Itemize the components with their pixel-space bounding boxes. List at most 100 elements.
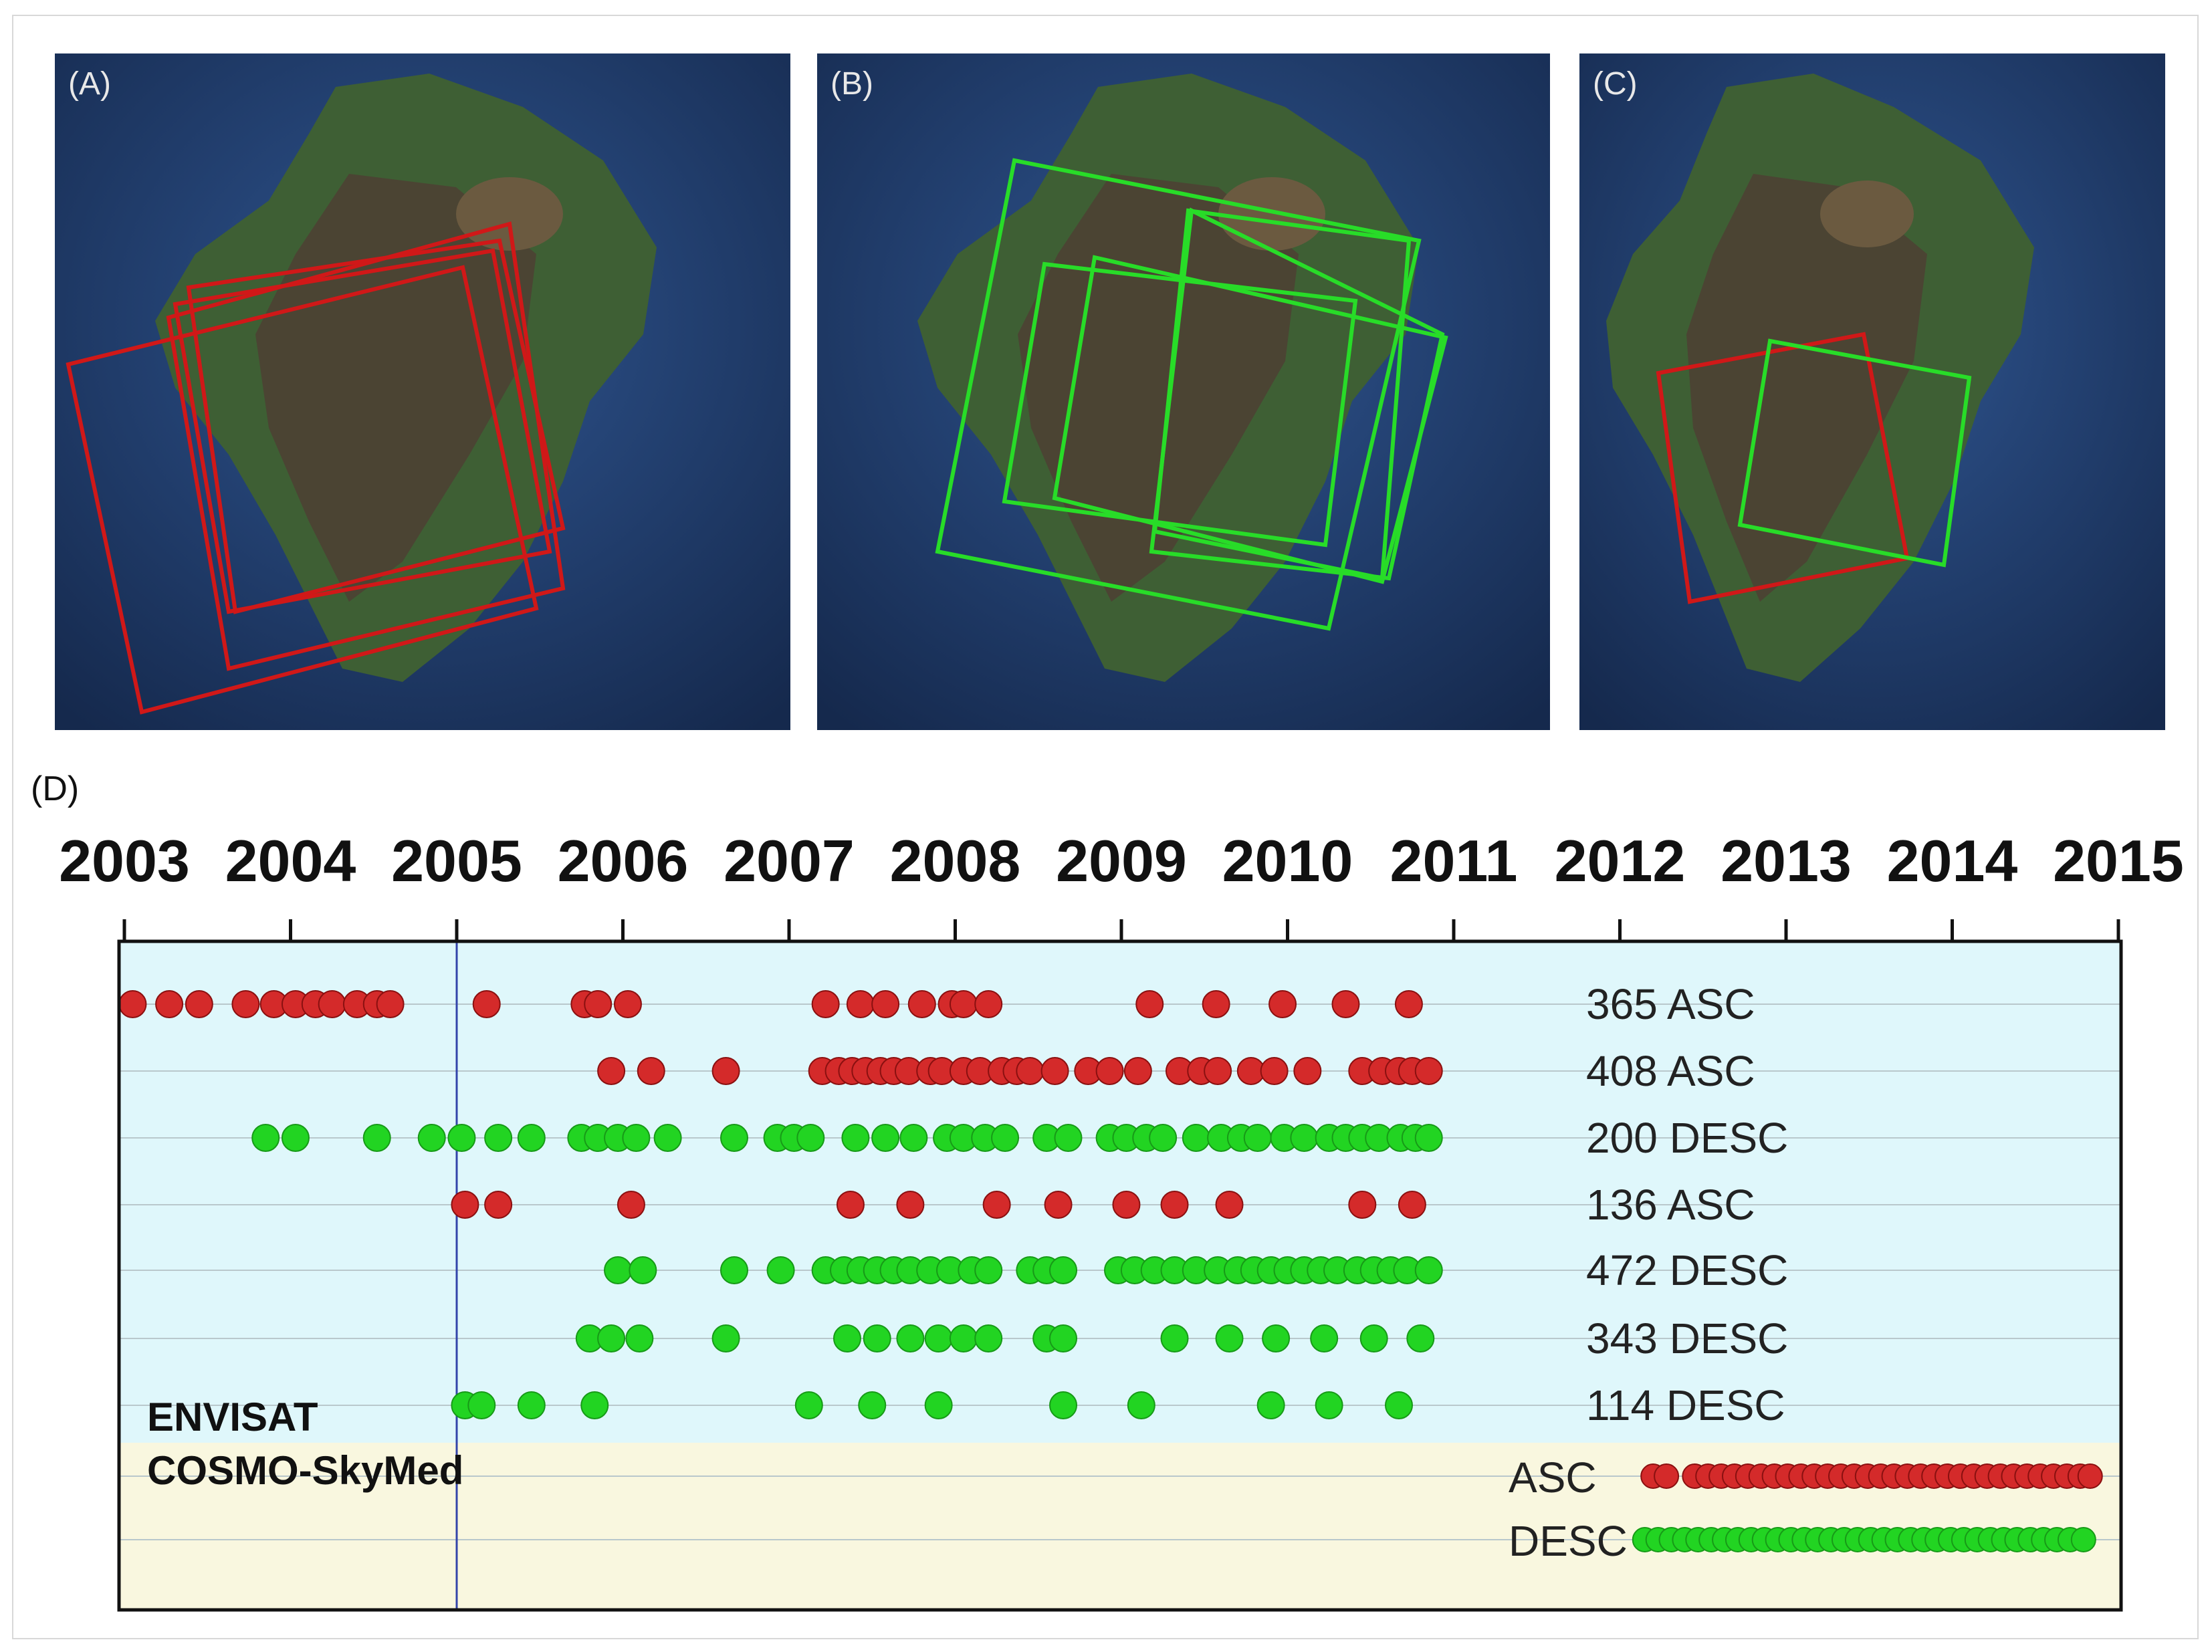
acquisition-point (1215, 1324, 1244, 1352)
acquisition-point (517, 1391, 546, 1419)
acquisition-point (974, 1256, 1003, 1284)
acquisition-point (836, 1191, 865, 1219)
acquisition-point (846, 990, 875, 1018)
acquisition-point (1049, 1256, 1078, 1284)
acquisition-point (924, 1324, 953, 1352)
panel-label-c: (C) (1593, 66, 1638, 102)
acquisition-point (974, 1324, 1003, 1352)
asc-footprints (66, 221, 566, 715)
acquisition-point (711, 1324, 740, 1352)
track-label: 136 ASC (1586, 1181, 1755, 1229)
acquisition-point (318, 990, 346, 1018)
track-label: 200 DESC (1586, 1114, 1788, 1162)
acquisition-point (991, 1124, 1020, 1152)
acquisition-point (1049, 1391, 1078, 1419)
acquisition-point (1160, 1324, 1189, 1352)
acquisition-point (1384, 1391, 1413, 1419)
acquisition-point (1182, 1124, 1210, 1152)
x-tick-label: 2015 (2053, 828, 2184, 894)
acquisition-point (155, 990, 184, 1018)
acquisition-point (1414, 1057, 1443, 1085)
track-label: 343 DESC (1586, 1314, 1788, 1363)
acquisition-point (1127, 1391, 1155, 1419)
island-map-c (1579, 53, 2165, 730)
acquisition-point (1243, 1124, 1272, 1152)
x-tick-label: 2005 (391, 828, 522, 894)
acquisition-point (1414, 1124, 1443, 1152)
x-tick-label: 2006 (558, 828, 689, 894)
satellite-map-panel-c: (C) (1579, 53, 2165, 730)
acquisition-point (1260, 1057, 1289, 1085)
island-map-a (55, 53, 790, 730)
acquisition-point (472, 990, 501, 1018)
volcano-slopes (1018, 174, 1299, 602)
track-label: ASC (1509, 1453, 1597, 1502)
acquisition-point (1654, 1463, 1680, 1489)
x-tick-label: 2003 (59, 828, 190, 894)
acquisition-point (376, 990, 405, 1018)
acquisition-point (118, 990, 147, 1018)
acquisition-point (1398, 1191, 1426, 1219)
acquisition-point (871, 990, 900, 1018)
track-label: 472 DESC (1586, 1246, 1788, 1294)
acquisition-point (517, 1124, 546, 1152)
panel-label-a: (A) (68, 66, 111, 102)
x-tick-label: 2008 (890, 828, 1021, 894)
acquisition-point (597, 1057, 626, 1085)
acquisition-point (251, 1124, 280, 1152)
acquisition-point (1112, 1191, 1141, 1219)
acquisition-point (1359, 1324, 1388, 1352)
acquisition-point (1406, 1324, 1435, 1352)
acquisition-point (2070, 1527, 2096, 1552)
acquisition-point (720, 1256, 748, 1284)
x-tick-label: 2011 (1390, 828, 1518, 894)
acquisition-point (362, 1124, 391, 1152)
acquisition-point (1040, 1057, 1069, 1085)
acquisition-point (858, 1391, 887, 1419)
x-tick-label: 2009 (1056, 828, 1187, 894)
x-tick-label: 2014 (1887, 828, 2018, 894)
acquisition-point (1348, 1191, 1377, 1219)
track-label: 114 DESC (1586, 1381, 1785, 1429)
acquisition-point (711, 1057, 740, 1085)
summit-area (1218, 177, 1325, 251)
acquisition-point (1414, 1256, 1443, 1284)
acquisition-point (796, 1124, 825, 1152)
acquisition-point (1262, 1324, 1291, 1352)
x-tick-label: 2007 (724, 828, 855, 894)
acquisition-point (1331, 990, 1360, 1018)
acquisition-point (597, 1324, 626, 1352)
acquisition-point (982, 1191, 1011, 1219)
acquisition-point (484, 1124, 513, 1152)
acquisition-point (871, 1124, 900, 1152)
acquisition-point (974, 990, 1003, 1018)
timeline-frame (117, 939, 2123, 1612)
acquisition-point (1054, 1124, 1083, 1152)
acquisition-point (1256, 1391, 1285, 1419)
satellite-map-panel-a: (A) (55, 53, 790, 730)
acquisition-point (451, 1191, 479, 1219)
csk-desc-footprint (1737, 338, 1972, 568)
satellite-map-panel-b: (B) (817, 53, 1550, 730)
acquisition-point (617, 1191, 645, 1219)
acquisition-point (833, 1324, 861, 1352)
acquisition-point (629, 1256, 657, 1284)
acquisition-point (896, 1191, 925, 1219)
acquisition-point (231, 990, 260, 1018)
acquisition-point (1123, 1057, 1152, 1085)
x-tick-label: 2004 (225, 828, 356, 894)
acquisition-point (841, 1124, 870, 1152)
desc-footprints (935, 158, 1448, 631)
acquisition-point (637, 1057, 665, 1085)
acquisition-point (1290, 1124, 1319, 1152)
x-tick-label: 2012 (1555, 828, 1686, 894)
acquisition-point (1315, 1391, 1343, 1419)
acquisition-point (281, 1124, 310, 1152)
track-label: 408 ASC (1586, 1047, 1755, 1095)
acquisition-point (580, 1391, 609, 1419)
acquisition-point (1204, 1057, 1232, 1085)
acquisition-point (185, 990, 213, 1018)
acquisition-point (1310, 1324, 1339, 1352)
acquisition-point (899, 1124, 928, 1152)
